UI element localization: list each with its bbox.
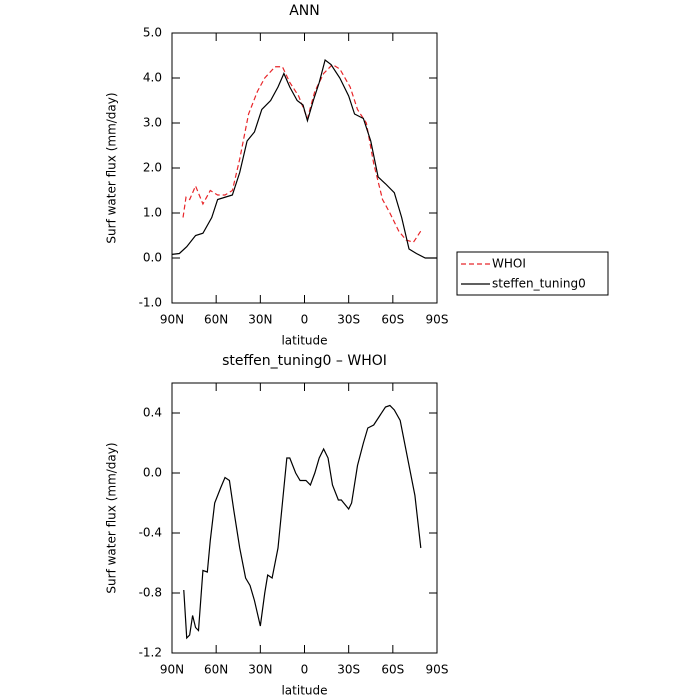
legend-label: steffen_tuning0 — [492, 277, 586, 291]
x-tick-label: 90S — [426, 313, 449, 327]
chart-title: steffen_tuning0 – WHOI — [222, 353, 387, 369]
x-tick-label: 90S — [426, 663, 449, 677]
plot-frame — [171, 382, 438, 654]
x-axis-label: latitude — [281, 684, 327, 698]
y-tick-label: -1.0 — [139, 296, 162, 310]
x-tick-label: 60S — [381, 313, 404, 327]
y-tick-label: 0.0 — [143, 251, 162, 265]
chart-title: ANN — [289, 3, 320, 19]
y-tick-label: 0.0 — [143, 466, 162, 480]
y-tick-label: -1.2 — [139, 646, 162, 660]
x-tick-label: 90N — [160, 313, 184, 327]
y-tick-label: 0.4 — [143, 406, 162, 420]
x-axis-label: latitude — [281, 334, 327, 348]
y-axis-label: Surf water flux (mm/day) — [105, 92, 119, 243]
y-tick-label: -0.4 — [139, 526, 162, 540]
y-tick-label: -0.8 — [139, 586, 162, 600]
y-axis-label: Surf water flux (mm/day) — [105, 442, 119, 593]
data-line — [182, 63, 422, 243]
y-tick-label: 4.0 — [143, 71, 162, 85]
legend-label: WHOI — [492, 257, 526, 271]
x-tick-label: 0 — [301, 313, 309, 327]
x-tick-label: 30N — [248, 663, 272, 677]
y-tick-label: 2.0 — [143, 161, 162, 175]
y-tick-label: 3.0 — [143, 116, 162, 130]
x-tick-label: 60N — [204, 313, 228, 327]
data-line — [171, 58, 437, 259]
x-tick-label: 0 — [301, 663, 309, 677]
plot-frame — [171, 32, 438, 304]
x-tick-label: 60S — [381, 663, 404, 677]
x-tick-label: 30S — [337, 313, 360, 327]
legend-box — [456, 251, 609, 296]
y-tick-label: 1.0 — [143, 206, 162, 220]
x-tick-label: 90N — [160, 663, 184, 677]
data-line — [183, 404, 422, 640]
y-tick-label: 5.0 — [143, 26, 162, 40]
x-tick-label: 30N — [248, 313, 272, 327]
x-tick-label: 60N — [204, 663, 228, 677]
x-tick-label: 30S — [337, 663, 360, 677]
